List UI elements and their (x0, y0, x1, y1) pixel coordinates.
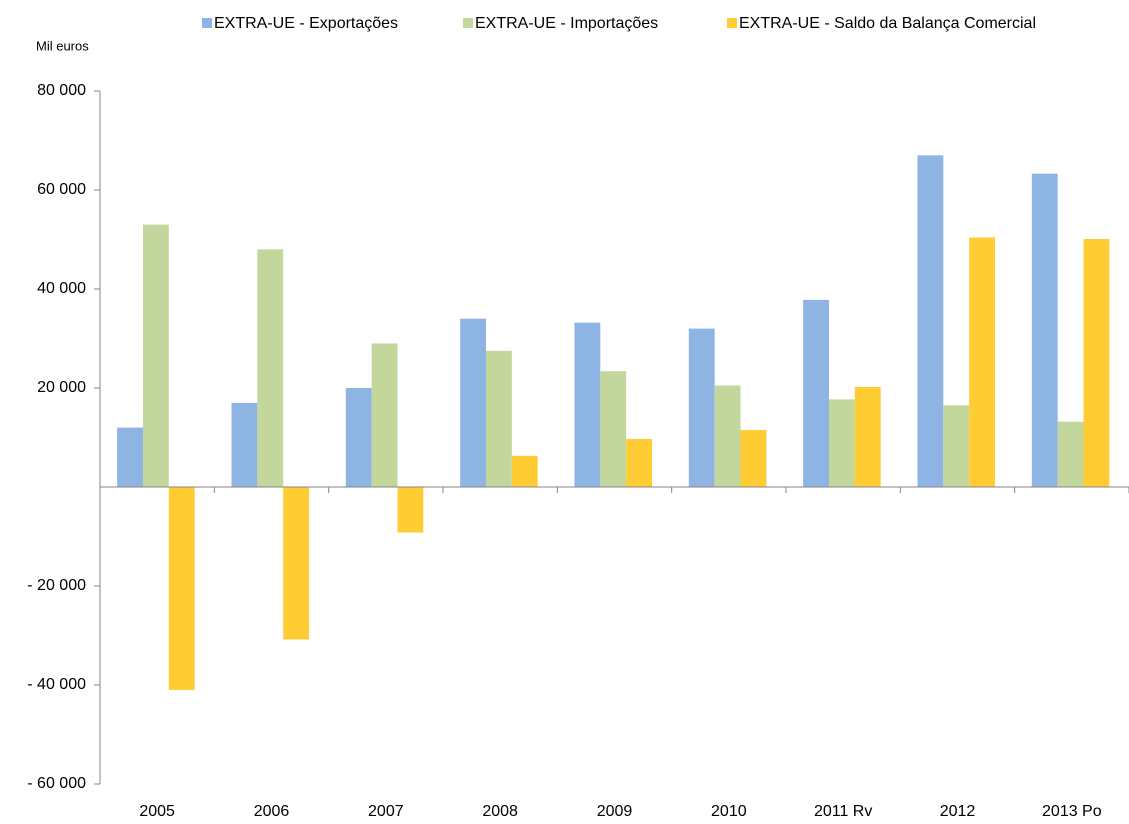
bar (714, 385, 741, 487)
bar (371, 343, 398, 487)
bar (460, 318, 486, 487)
bar (1031, 173, 1058, 488)
bar (117, 427, 143, 487)
y-axis-label: Mil euros (36, 38, 89, 53)
x-tick-label: 2009 (597, 803, 633, 820)
legend-swatch (727, 18, 737, 28)
bar (688, 328, 715, 487)
x-tick-label: 2007 (368, 803, 404, 820)
legend-swatch (463, 18, 473, 28)
legend-swatch (202, 18, 212, 28)
y-tick-label: 40 000 (37, 280, 86, 297)
x-tick-label: 2011 Rv (814, 803, 872, 820)
bar (257, 249, 284, 487)
bar (511, 455, 538, 487)
y-tick-label: - 20 000 (27, 577, 86, 594)
legend-label: EXTRA-UE - Saldo da Balança Comercial (739, 15, 1036, 32)
bar (168, 487, 195, 690)
bar (740, 430, 767, 487)
legend-label: EXTRA-UE - Exportações (214, 15, 398, 32)
bar (600, 371, 627, 487)
bar (345, 388, 372, 487)
bar (283, 487, 310, 640)
bar (828, 399, 855, 487)
x-tick-label: 2010 (711, 803, 747, 820)
bar (397, 487, 424, 533)
legend-label: EXTRA-UE - Importações (475, 15, 658, 32)
bar (574, 322, 601, 487)
bar (969, 237, 996, 487)
y-tick-label: 20 000 (37, 379, 86, 396)
x-tick-label: 2005 (139, 803, 175, 820)
bar (854, 387, 881, 487)
y-tick-label: 80 000 (37, 82, 86, 99)
x-tick-label: 2012 (940, 803, 976, 820)
bar (485, 350, 512, 487)
bar (917, 155, 944, 487)
bar (803, 299, 829, 487)
bar (142, 224, 169, 487)
x-tick-label: 2013 Po (1042, 803, 1102, 820)
bar (231, 402, 258, 487)
bar (1083, 239, 1110, 487)
y-tick-label: 60 000 (37, 181, 86, 198)
x-tick-label: 2006 (254, 803, 290, 820)
bar (626, 438, 653, 487)
y-tick-label: - 40 000 (27, 676, 86, 693)
y-tick-label: - 60 000 (27, 775, 86, 792)
bar (1057, 421, 1084, 487)
x-tick-label: 2008 (482, 803, 518, 820)
bar (943, 405, 970, 487)
